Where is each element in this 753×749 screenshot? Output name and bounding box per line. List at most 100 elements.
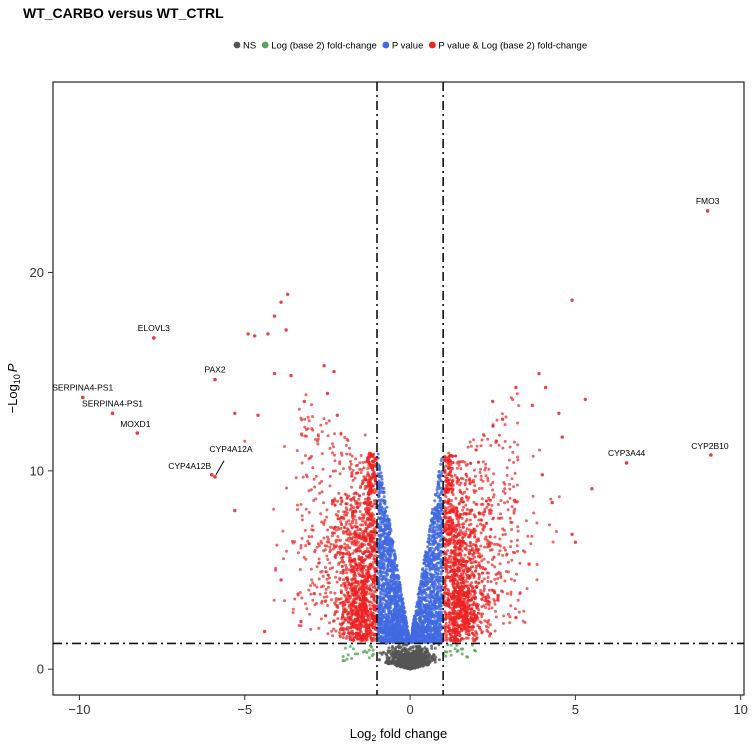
data-point-3379 <box>378 627 382 631</box>
legend-marker-2 <box>382 41 390 49</box>
data-point-3116 <box>378 491 382 495</box>
data-point-3127 <box>425 559 429 562</box>
data-point-928 <box>449 643 453 647</box>
data-point-759 <box>430 659 434 663</box>
data-point-3530 <box>392 622 396 626</box>
data-point-893 <box>393 660 397 664</box>
data-point-3248 <box>386 562 390 566</box>
data-point-3221 <box>439 527 443 530</box>
data-point-536 <box>399 645 403 649</box>
data-point-3457 <box>385 613 389 617</box>
data-point-939 <box>466 655 469 659</box>
data-point-934 <box>449 653 453 657</box>
data-point-683 <box>377 658 381 662</box>
data-point-931 <box>443 650 447 654</box>
data-point-3409 <box>403 619 407 623</box>
data-point-3128 <box>435 491 439 495</box>
data-points <box>81 209 713 671</box>
data-point-3437 <box>385 557 389 561</box>
data-point-2761 <box>418 589 422 593</box>
data-point-3429 <box>419 611 423 615</box>
data-point-861 <box>403 653 406 657</box>
data-point-718 <box>380 651 384 655</box>
data-point-4746 <box>363 433 367 437</box>
data-point-830 <box>422 662 426 666</box>
data-point-802 <box>406 651 410 655</box>
data-point-721 <box>412 649 416 653</box>
data-point-3404 <box>380 617 384 621</box>
data-point-867 <box>414 659 418 663</box>
data-point-3520 <box>406 635 410 639</box>
data-point-4798 <box>366 542 370 546</box>
data-point-3414 <box>424 618 427 622</box>
data-point-3535 <box>438 532 442 536</box>
data-point-3267 <box>428 548 432 552</box>
data-point-3397 <box>419 622 422 626</box>
data-point-3305 <box>418 582 422 586</box>
data-point-823 <box>420 657 424 661</box>
data-point-875 <box>401 648 405 652</box>
data-point-3291 <box>391 560 395 564</box>
data-point-3455 <box>435 621 439 625</box>
data-point-888 <box>403 664 407 668</box>
data-point-926 <box>353 652 357 656</box>
data-point-3086 <box>439 585 443 589</box>
data-point-923 <box>346 653 350 657</box>
data-point-3329 <box>433 540 436 544</box>
data-point-2569 <box>383 500 387 504</box>
data-point-2633 <box>435 523 439 527</box>
data-point-895 <box>414 663 418 667</box>
data-point-3422 <box>432 632 436 636</box>
data-point-3245 <box>385 546 389 550</box>
data-point-3431 <box>390 599 394 603</box>
data-point-865 <box>411 653 414 657</box>
data-point-4565 <box>351 551 355 555</box>
data-point-3386 <box>391 616 395 620</box>
data-point-531 <box>433 646 437 650</box>
data-point-3229 <box>432 599 436 603</box>
legend-marker-1 <box>261 41 269 49</box>
data-point-3418 <box>439 553 443 557</box>
data-point-4824 <box>333 613 337 617</box>
data-point-3483 <box>425 640 429 643</box>
data-point-3332 <box>428 567 432 571</box>
data-point-3521 <box>414 614 417 618</box>
data-point-3419 <box>410 635 414 639</box>
data-point-3447 <box>432 639 436 643</box>
data-point-2725 <box>383 566 387 570</box>
data-point-3224 <box>389 635 393 639</box>
chart-title: WT_CARBO versus WT_CTRL <box>23 5 224 21</box>
data-point-3438 <box>439 517 443 521</box>
data-point-3446 <box>437 612 441 616</box>
data-point-3502 <box>426 555 430 559</box>
data-point-2677 <box>431 516 435 520</box>
data-point-2920 <box>387 542 391 546</box>
data-point-3082 <box>389 576 393 580</box>
data-point-3498 <box>415 631 419 635</box>
data-point-3323 <box>379 634 383 638</box>
data-point-3046 <box>431 526 434 530</box>
data-point-2887 <box>385 569 389 573</box>
data-point-4613 <box>368 603 372 607</box>
data-point-903 <box>341 655 345 658</box>
data-point-901 <box>343 646 347 650</box>
data-point-3228 <box>382 583 386 587</box>
data-point-3161 <box>429 579 433 583</box>
data-point-3117 <box>414 612 418 616</box>
data-point-913 <box>356 652 360 656</box>
data-point-2372 <box>428 528 432 532</box>
data-point-4030 <box>447 451 451 455</box>
data-point-4828 <box>445 520 449 523</box>
data-point-839 <box>385 658 389 662</box>
data-point-3355 <box>383 528 386 532</box>
data-point-3415 <box>431 622 435 626</box>
data-point-3500 <box>383 635 387 639</box>
data-point-3290 <box>391 631 395 635</box>
data-point-3153 <box>430 511 434 515</box>
data-point-2766 <box>439 557 442 561</box>
data-point-436 <box>411 645 415 649</box>
data-point-3320 <box>377 613 381 617</box>
data-point-3077 <box>428 593 432 597</box>
data-point-3473 <box>438 633 441 636</box>
data-point-3339 <box>415 635 419 639</box>
